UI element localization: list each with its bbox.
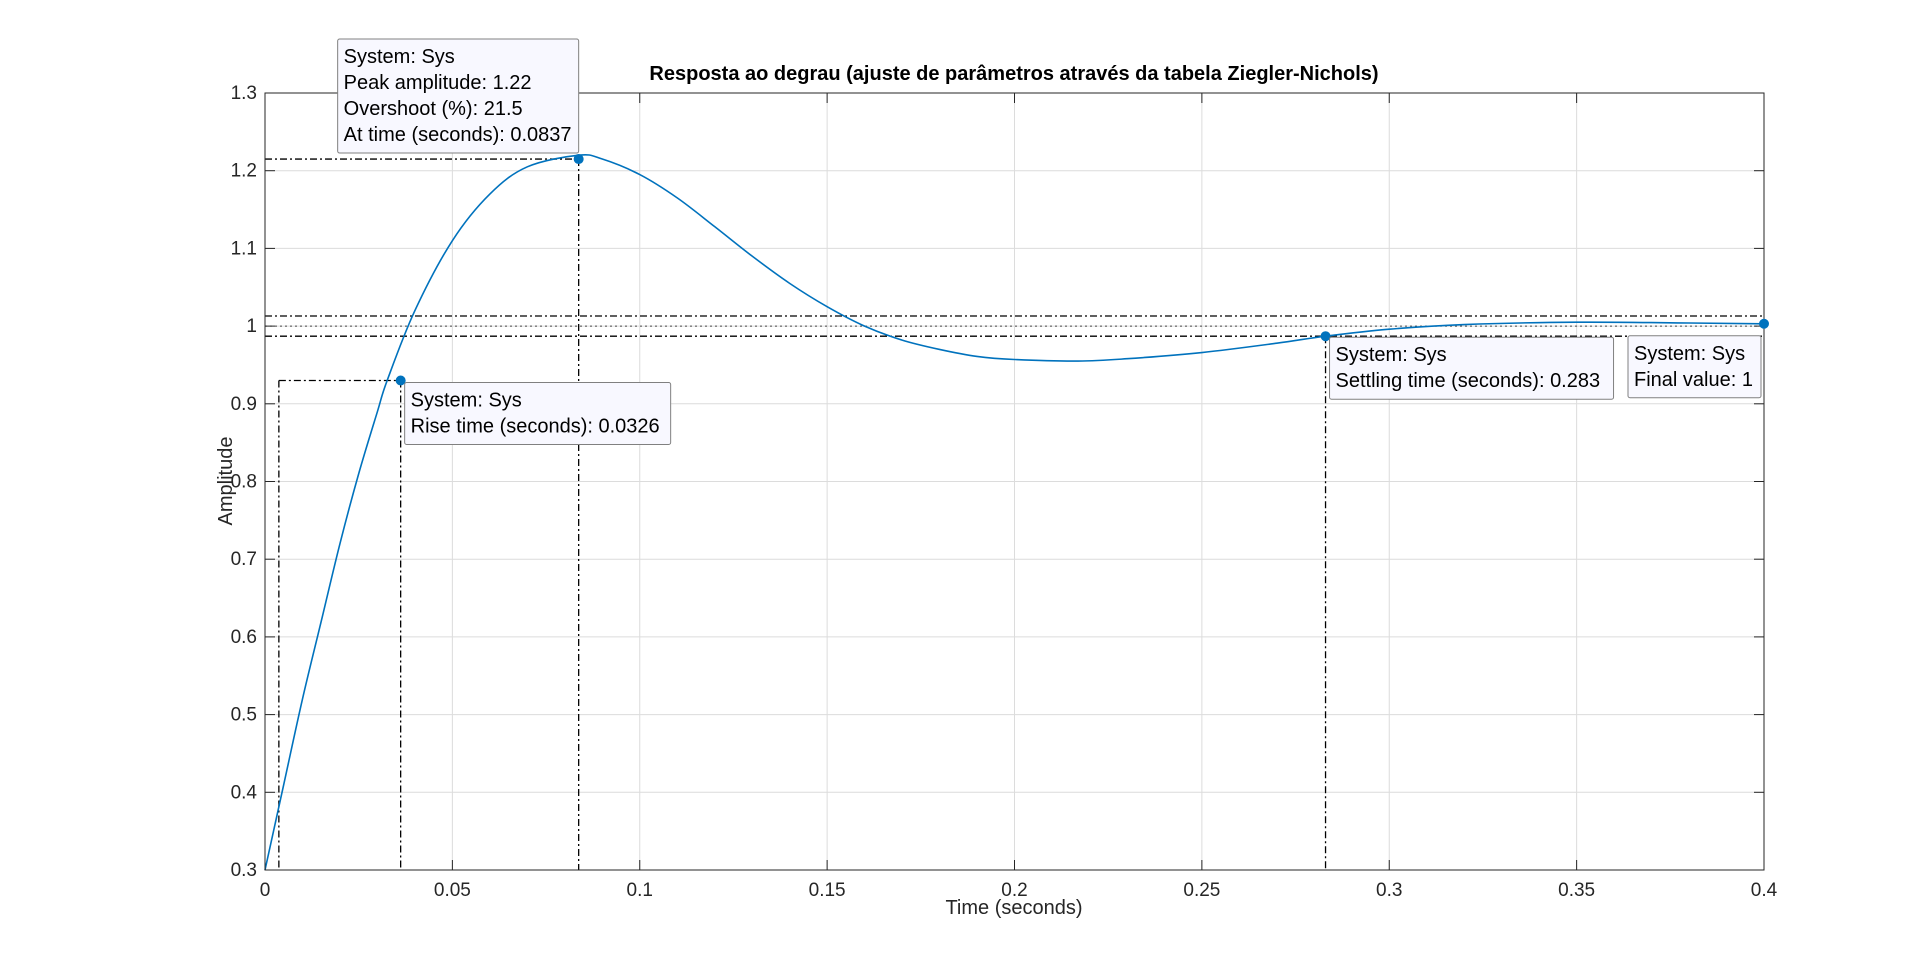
y-tick-label: 0.7 [231,549,257,570]
datatip-marker-peak [573,154,584,165]
y-tick-label: 0.4 [231,782,258,803]
datatip-text: Settling time (seconds): 0.283 [1336,370,1601,392]
x-axis-label: Time (seconds) [945,897,1082,919]
characteristic-reference-lines [265,158,1764,870]
datatip-box [1329,336,1615,400]
y-tick-label: 0.8 [231,472,257,493]
y-tick-label: 0.5 [231,705,257,726]
datatip-markers [395,154,1769,386]
y-tick-label: 0.9 [231,394,257,415]
datatip-text: Final value: 1 [1634,369,1753,391]
datatip-text: System: Sys [1634,343,1745,365]
datatip-final: System: Sys Final value: 1 [1627,335,1762,399]
x-tick-label: 0.35 [1558,880,1595,901]
datatip-text: At time (seconds): 0.0837 [344,124,572,146]
x-tick-label: 0.05 [434,880,471,901]
datatip-box [1627,335,1762,399]
x-tick-label: 0.1 [627,880,653,901]
datatip-marker-rise [395,375,406,386]
y-tick-label: 0.6 [231,627,257,648]
grid-lines [265,93,1764,870]
datatip-peak: System: Sys Peak amplitude: 1.22 Overshoot… [337,38,580,154]
datatip-box [404,381,672,445]
datatip-text: Peak amplitude: 1.22 [344,72,532,94]
datatip-text: System: Sys [1336,344,1447,366]
y-tick-label: 1.2 [231,161,257,182]
x-tick-label: 0.2 [1001,880,1027,901]
datatip-marker-settling [1320,331,1331,342]
chart-title: Resposta ao degrau (ajuste de parâmetros… [649,63,1378,85]
axis-ticks: 0 0.05 0.1 0.15 0.2 0.25 0.3 0.35 0.4 0.3 0.4 0.5 0.… [231,83,1778,901]
datatip-text: System: Sys [344,46,455,68]
x-tick-label: 0 [260,880,271,901]
y-axis-label: Amplitude [215,437,237,526]
datatip-marker-final [1759,318,1769,329]
x-tick-label: 0.3 [1376,880,1402,901]
datatips: System: Sys Peak amplitude: 1.22 Overshoot… [337,38,1762,445]
x-tick-label: 0.4 [1751,880,1778,901]
datatip-text: System: Sys [411,389,522,411]
y-tick-label: 1.3 [231,83,257,104]
datatip-text: Rise time (seconds): 0.0326 [411,415,660,437]
datatip-text: Overshoot (%): 21.5 [344,98,523,120]
datatip-rise: System: Sys Rise time (seconds): 0.0326 [404,381,672,445]
x-tick-label: 0.25 [1183,880,1220,901]
x-tick-label: 0.15 [809,880,846,901]
y-tick-label: 1 [246,316,257,337]
y-tick-label: 1.1 [231,238,257,259]
datatip-settling: System: Sys Settling time (seconds): 0.28… [1329,336,1615,400]
y-tick-label: 0.3 [231,860,257,881]
datatip-box [337,38,580,154]
